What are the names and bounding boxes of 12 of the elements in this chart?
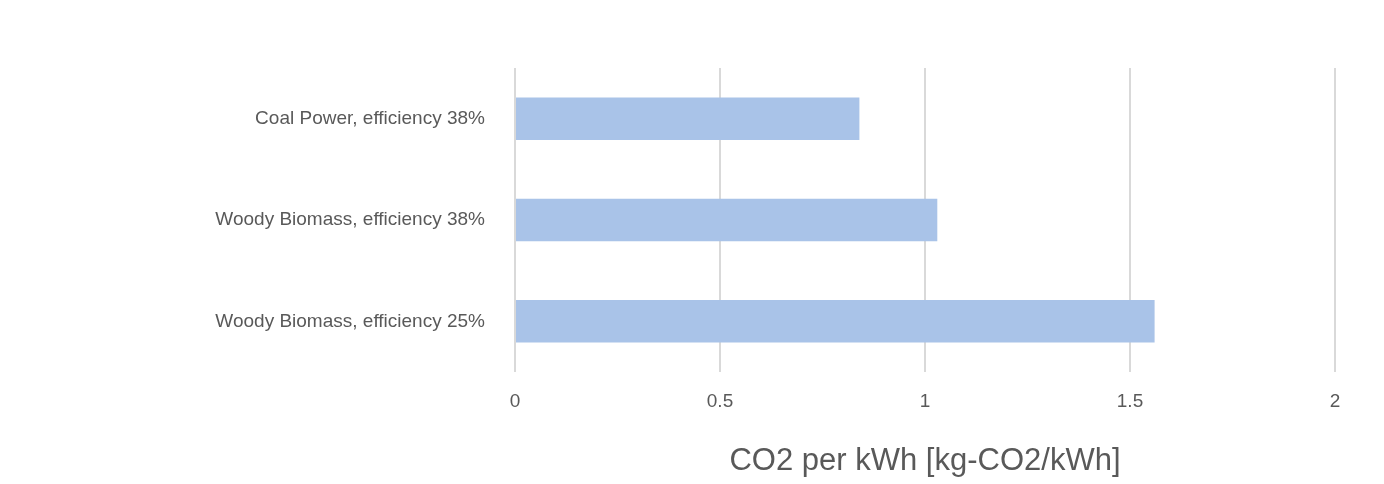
- y-tick-label: Coal Power, efficiency 38%: [255, 106, 486, 128]
- x-axis-title: CO2 per kWh [kg-CO2/kWh]: [729, 441, 1121, 477]
- y-tick-label: Woody Biomass, efficiency 38%: [215, 208, 486, 230]
- bar: [516, 198, 938, 242]
- x-tick-label: 1.5: [1116, 389, 1144, 411]
- x-tick-label: 0.5: [706, 389, 734, 411]
- x-tick-label: 2: [1329, 389, 1341, 411]
- bar: [516, 97, 860, 140]
- x-tick-label: 1: [919, 389, 931, 411]
- y-tick-label: Woody Biomass, efficiency 25%: [215, 309, 486, 331]
- x-tick-label: 0: [509, 389, 521, 411]
- bar: [516, 300, 1155, 343]
